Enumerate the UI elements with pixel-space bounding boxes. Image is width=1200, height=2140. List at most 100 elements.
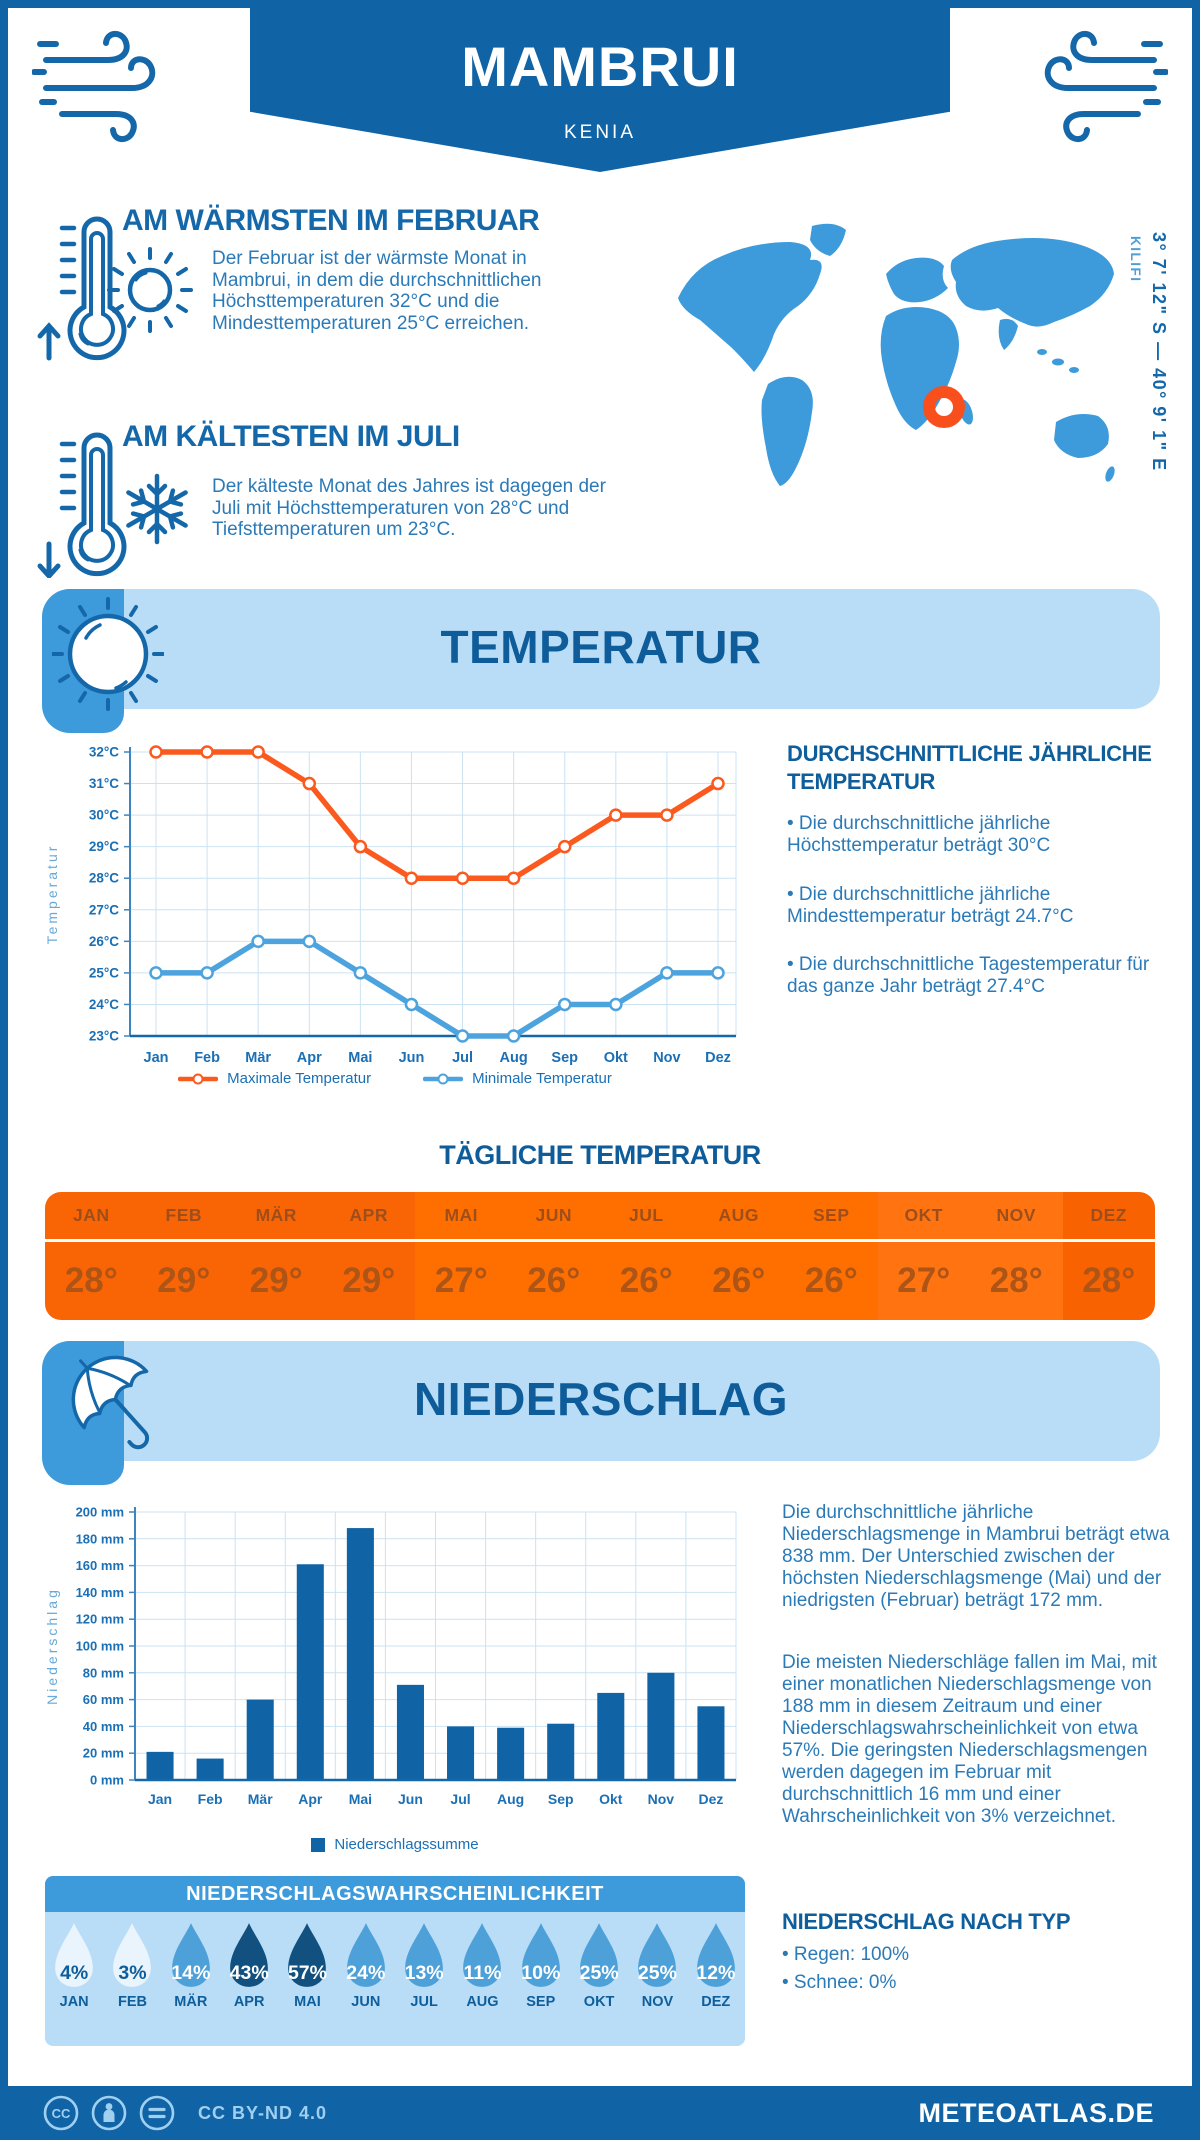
probability-value: 4% [60, 1962, 89, 1984]
thermometer-down-icon [37, 432, 127, 578]
probability-cell: 25% OKT [571, 1922, 627, 2046]
probability-cell: 12% DEZ [688, 1922, 744, 2046]
precipitation-section-title: NIEDERSCHLAG [413, 1373, 789, 1425]
thermometer-up-icon [37, 216, 127, 361]
legend-label: Niederschlagssumme [334, 1836, 479, 1853]
probability-cell: 13% JUL [396, 1922, 452, 2046]
daily-temp-value: 28° [1082, 1261, 1136, 1300]
svg-text:200 mm: 200 mm [76, 1505, 124, 1520]
daily-temp-cell: MÄR 29° [230, 1192, 323, 1320]
no-derivatives-icon [139, 2095, 175, 2131]
probability-month: SEP [526, 1994, 556, 2010]
probability-cell: 4% JAN [46, 1922, 102, 2046]
page-subtitle: KENIA [563, 122, 637, 143]
probability-value: 14% [171, 1962, 211, 1984]
svg-text:120 mm: 120 mm [76, 1612, 124, 1627]
raindrop-icon [55, 1923, 94, 1987]
header-banner: MAMBRUI KENIA [250, 0, 950, 172]
coldest-text: Der kälteste Monat des Jahres ist dagege… [212, 476, 606, 541]
probability-month: NOV [641, 1994, 674, 2010]
raindrop-icon [171, 1923, 210, 1987]
series-Niederschlagssumme [146, 1528, 725, 1780]
daily-temp-cell: DEZ 28° [1062, 1192, 1155, 1320]
daily-temp-cell: AUG 26° [692, 1192, 785, 1320]
daily-temp-cell: SEP 26° [785, 1192, 878, 1320]
precipitation-chart-legend: Niederschlagssumme [40, 1836, 750, 1853]
legend-item: Maximale Temperatur [178, 1070, 371, 1087]
probability-month: FEB [117, 1994, 147, 2010]
svg-text:29°C: 29°C [89, 839, 119, 854]
svg-text:140 mm: 140 mm [76, 1585, 124, 1600]
daily-temp-value: 26° [712, 1261, 766, 1300]
daily-temp-value: 29° [157, 1261, 211, 1300]
daily-temp-month: AUG [692, 1192, 785, 1242]
svg-text:30°C: 30°C [89, 808, 119, 823]
svg-text:Feb: Feb [198, 1791, 223, 1807]
raindrop-icon [113, 1923, 152, 1987]
series-Minimale Temperatur [149, 934, 725, 1043]
svg-text:32°C: 32°C [89, 745, 119, 760]
page-title: MAMBRUI [461, 35, 739, 98]
svg-text:Feb: Feb [194, 1050, 220, 1066]
snowflake-icon [126, 473, 188, 545]
daily-temp-month: FEB [137, 1192, 230, 1242]
daily-temp-month: DEZ [1062, 1192, 1155, 1242]
svg-text:28°C: 28°C [89, 871, 119, 886]
license-label: CC BY-ND 4.0 [198, 2102, 328, 2123]
svg-text:Aug: Aug [500, 1050, 528, 1066]
raindrop-icon [638, 1923, 677, 1987]
series-Maximale Temperatur [149, 745, 725, 885]
precipitation-type-stat: • Schnee: 0% [782, 1972, 897, 1993]
daily-temp-value: 27° [897, 1261, 951, 1300]
attribution-person-icon [91, 2095, 127, 2131]
svg-text:31°C: 31°C [89, 776, 119, 791]
daily-temp-value: 28° [64, 1261, 118, 1300]
daily-temp-value: 26° [527, 1261, 581, 1300]
legend-item: Minimale Temperatur [423, 1070, 612, 1087]
svg-text:Mai: Mai [349, 1791, 372, 1807]
raindrop-icon [463, 1923, 502, 1987]
geo-coordinates: 3° 7' 12" S — 40° 9' 1" E [1149, 232, 1169, 472]
probability-month: MÄR [174, 1994, 208, 2010]
svg-text:Jun: Jun [399, 1050, 425, 1066]
svg-text:100 mm: 100 mm [76, 1639, 124, 1654]
license-row: CC CC BY-ND 4.0 [42, 2094, 327, 2132]
temperature-stat: • Die durchschnittliche jährliche Mindes… [787, 884, 1074, 928]
footer: CC CC BY-ND 4.0 METEOATLAS.DE [0, 2086, 1200, 2140]
daily-temp-value: 27° [434, 1261, 488, 1300]
probability-month: APR [233, 1994, 265, 2010]
probability-panel: 4% JAN 3% FEB 14% MÄR 43% APR 57% MAI 24% JUN 13% JUL… [45, 1912, 745, 2046]
daily-temp-month: NOV [970, 1192, 1063, 1242]
svg-text:Okt: Okt [599, 1791, 623, 1807]
probability-month: OKT [583, 1994, 615, 2010]
probability-value: 11% [463, 1962, 502, 1984]
svg-text:Jul: Jul [450, 1791, 470, 1807]
svg-text:Mai: Mai [348, 1050, 372, 1066]
precipitation-type-title: NIEDERSCHLAG NACH TYP [782, 1909, 1071, 1934]
raindrop-icon [405, 1923, 443, 1987]
svg-text:Sep: Sep [548, 1791, 574, 1807]
probability-cell: 10% SEP [513, 1922, 569, 2046]
daily-temp-month: JUN [507, 1192, 600, 1242]
svg-text:Dez: Dez [699, 1791, 724, 1807]
precipitation-chart: 0 mm 20 mm 40 mm 60 mm 80 mm 100 mm 120 mm 140 … [40, 1496, 750, 1831]
coldest-title: AM KÄLTESTEN IM JULI [122, 420, 460, 453]
probability-cell: 43% APR [221, 1922, 277, 2046]
probability-value: 57% [287, 1962, 327, 1984]
temperature-stats-title: DURCHSCHNITTLICHE JÄHRLICHE TEMPERATUR [787, 741, 1152, 794]
cc-icon: CC [43, 2095, 79, 2131]
legend-line-marker-icon [178, 1073, 219, 1084]
probability-value: 43% [229, 1962, 269, 1984]
svg-text:Jan: Jan [148, 1791, 172, 1807]
raindrop-icon [230, 1923, 268, 1987]
daily-temp-month: MÄR [230, 1192, 323, 1242]
svg-text:Nov: Nov [653, 1050, 680, 1066]
daily-temp-month: APR [322, 1192, 415, 1242]
daily-temp-cell: JUN 26° [507, 1192, 600, 1320]
daily-temp-cell: OKT 27° [877, 1192, 970, 1320]
daily-temp-cell: NOV 28° [970, 1192, 1063, 1320]
svg-text:Okt: Okt [604, 1050, 628, 1066]
probability-cell: 57% MAI [279, 1922, 335, 2046]
probability-month: MAI [294, 1994, 321, 2010]
daily-temp-value: 28° [989, 1261, 1043, 1300]
